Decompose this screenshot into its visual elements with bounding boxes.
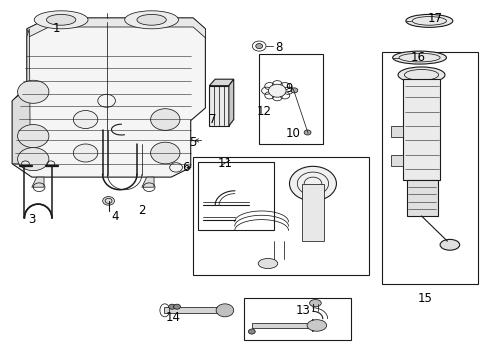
Polygon shape (228, 79, 233, 126)
Polygon shape (12, 29, 30, 164)
Polygon shape (390, 155, 403, 166)
Text: 2: 2 (138, 204, 145, 217)
Polygon shape (251, 323, 312, 328)
Text: 4: 4 (111, 210, 119, 223)
Ellipse shape (405, 14, 452, 27)
Bar (259, 54, 322, 144)
Text: 15: 15 (417, 292, 432, 305)
Ellipse shape (102, 197, 114, 205)
Ellipse shape (150, 109, 180, 130)
Bar (193, 157, 368, 275)
Ellipse shape (306, 320, 326, 331)
Polygon shape (406, 180, 437, 216)
Text: 14: 14 (166, 311, 181, 324)
Ellipse shape (290, 88, 297, 93)
Polygon shape (302, 184, 323, 241)
Polygon shape (209, 79, 233, 86)
Bar (382, 52, 477, 284)
Polygon shape (142, 177, 154, 187)
Polygon shape (403, 79, 439, 180)
Text: 3: 3 (28, 213, 36, 226)
Polygon shape (209, 86, 228, 126)
Text: 9: 9 (284, 82, 292, 95)
Ellipse shape (392, 51, 446, 64)
Polygon shape (163, 307, 224, 313)
Bar (198, 162, 273, 230)
Ellipse shape (18, 80, 49, 103)
Text: 5: 5 (189, 136, 197, 149)
Ellipse shape (18, 148, 49, 171)
Ellipse shape (439, 239, 459, 250)
Text: 6: 6 (182, 161, 189, 174)
Ellipse shape (397, 67, 444, 83)
Ellipse shape (216, 304, 233, 317)
Text: 8: 8 (274, 41, 282, 54)
Ellipse shape (255, 44, 262, 49)
Text: 1: 1 (52, 22, 60, 35)
Text: 11: 11 (217, 157, 232, 170)
Ellipse shape (137, 14, 166, 25)
Ellipse shape (124, 11, 178, 29)
Polygon shape (390, 126, 403, 137)
Text: 10: 10 (285, 127, 300, 140)
Ellipse shape (268, 84, 285, 97)
Text: 17: 17 (427, 12, 442, 25)
Ellipse shape (304, 130, 310, 135)
Ellipse shape (73, 111, 98, 129)
Bar (244, 298, 350, 340)
Text: 16: 16 (410, 51, 425, 64)
Text: 12: 12 (256, 105, 271, 118)
Polygon shape (32, 177, 44, 187)
Polygon shape (27, 18, 205, 38)
Ellipse shape (34, 11, 88, 29)
Ellipse shape (258, 258, 277, 269)
Text: 7: 7 (208, 113, 216, 126)
Ellipse shape (73, 144, 98, 162)
Ellipse shape (309, 300, 321, 307)
Ellipse shape (248, 329, 255, 334)
Ellipse shape (18, 125, 49, 148)
Ellipse shape (150, 142, 180, 164)
Ellipse shape (168, 304, 175, 309)
Ellipse shape (289, 166, 336, 201)
Polygon shape (12, 18, 205, 177)
Text: 13: 13 (295, 304, 310, 317)
Ellipse shape (173, 304, 180, 309)
Ellipse shape (46, 14, 76, 25)
